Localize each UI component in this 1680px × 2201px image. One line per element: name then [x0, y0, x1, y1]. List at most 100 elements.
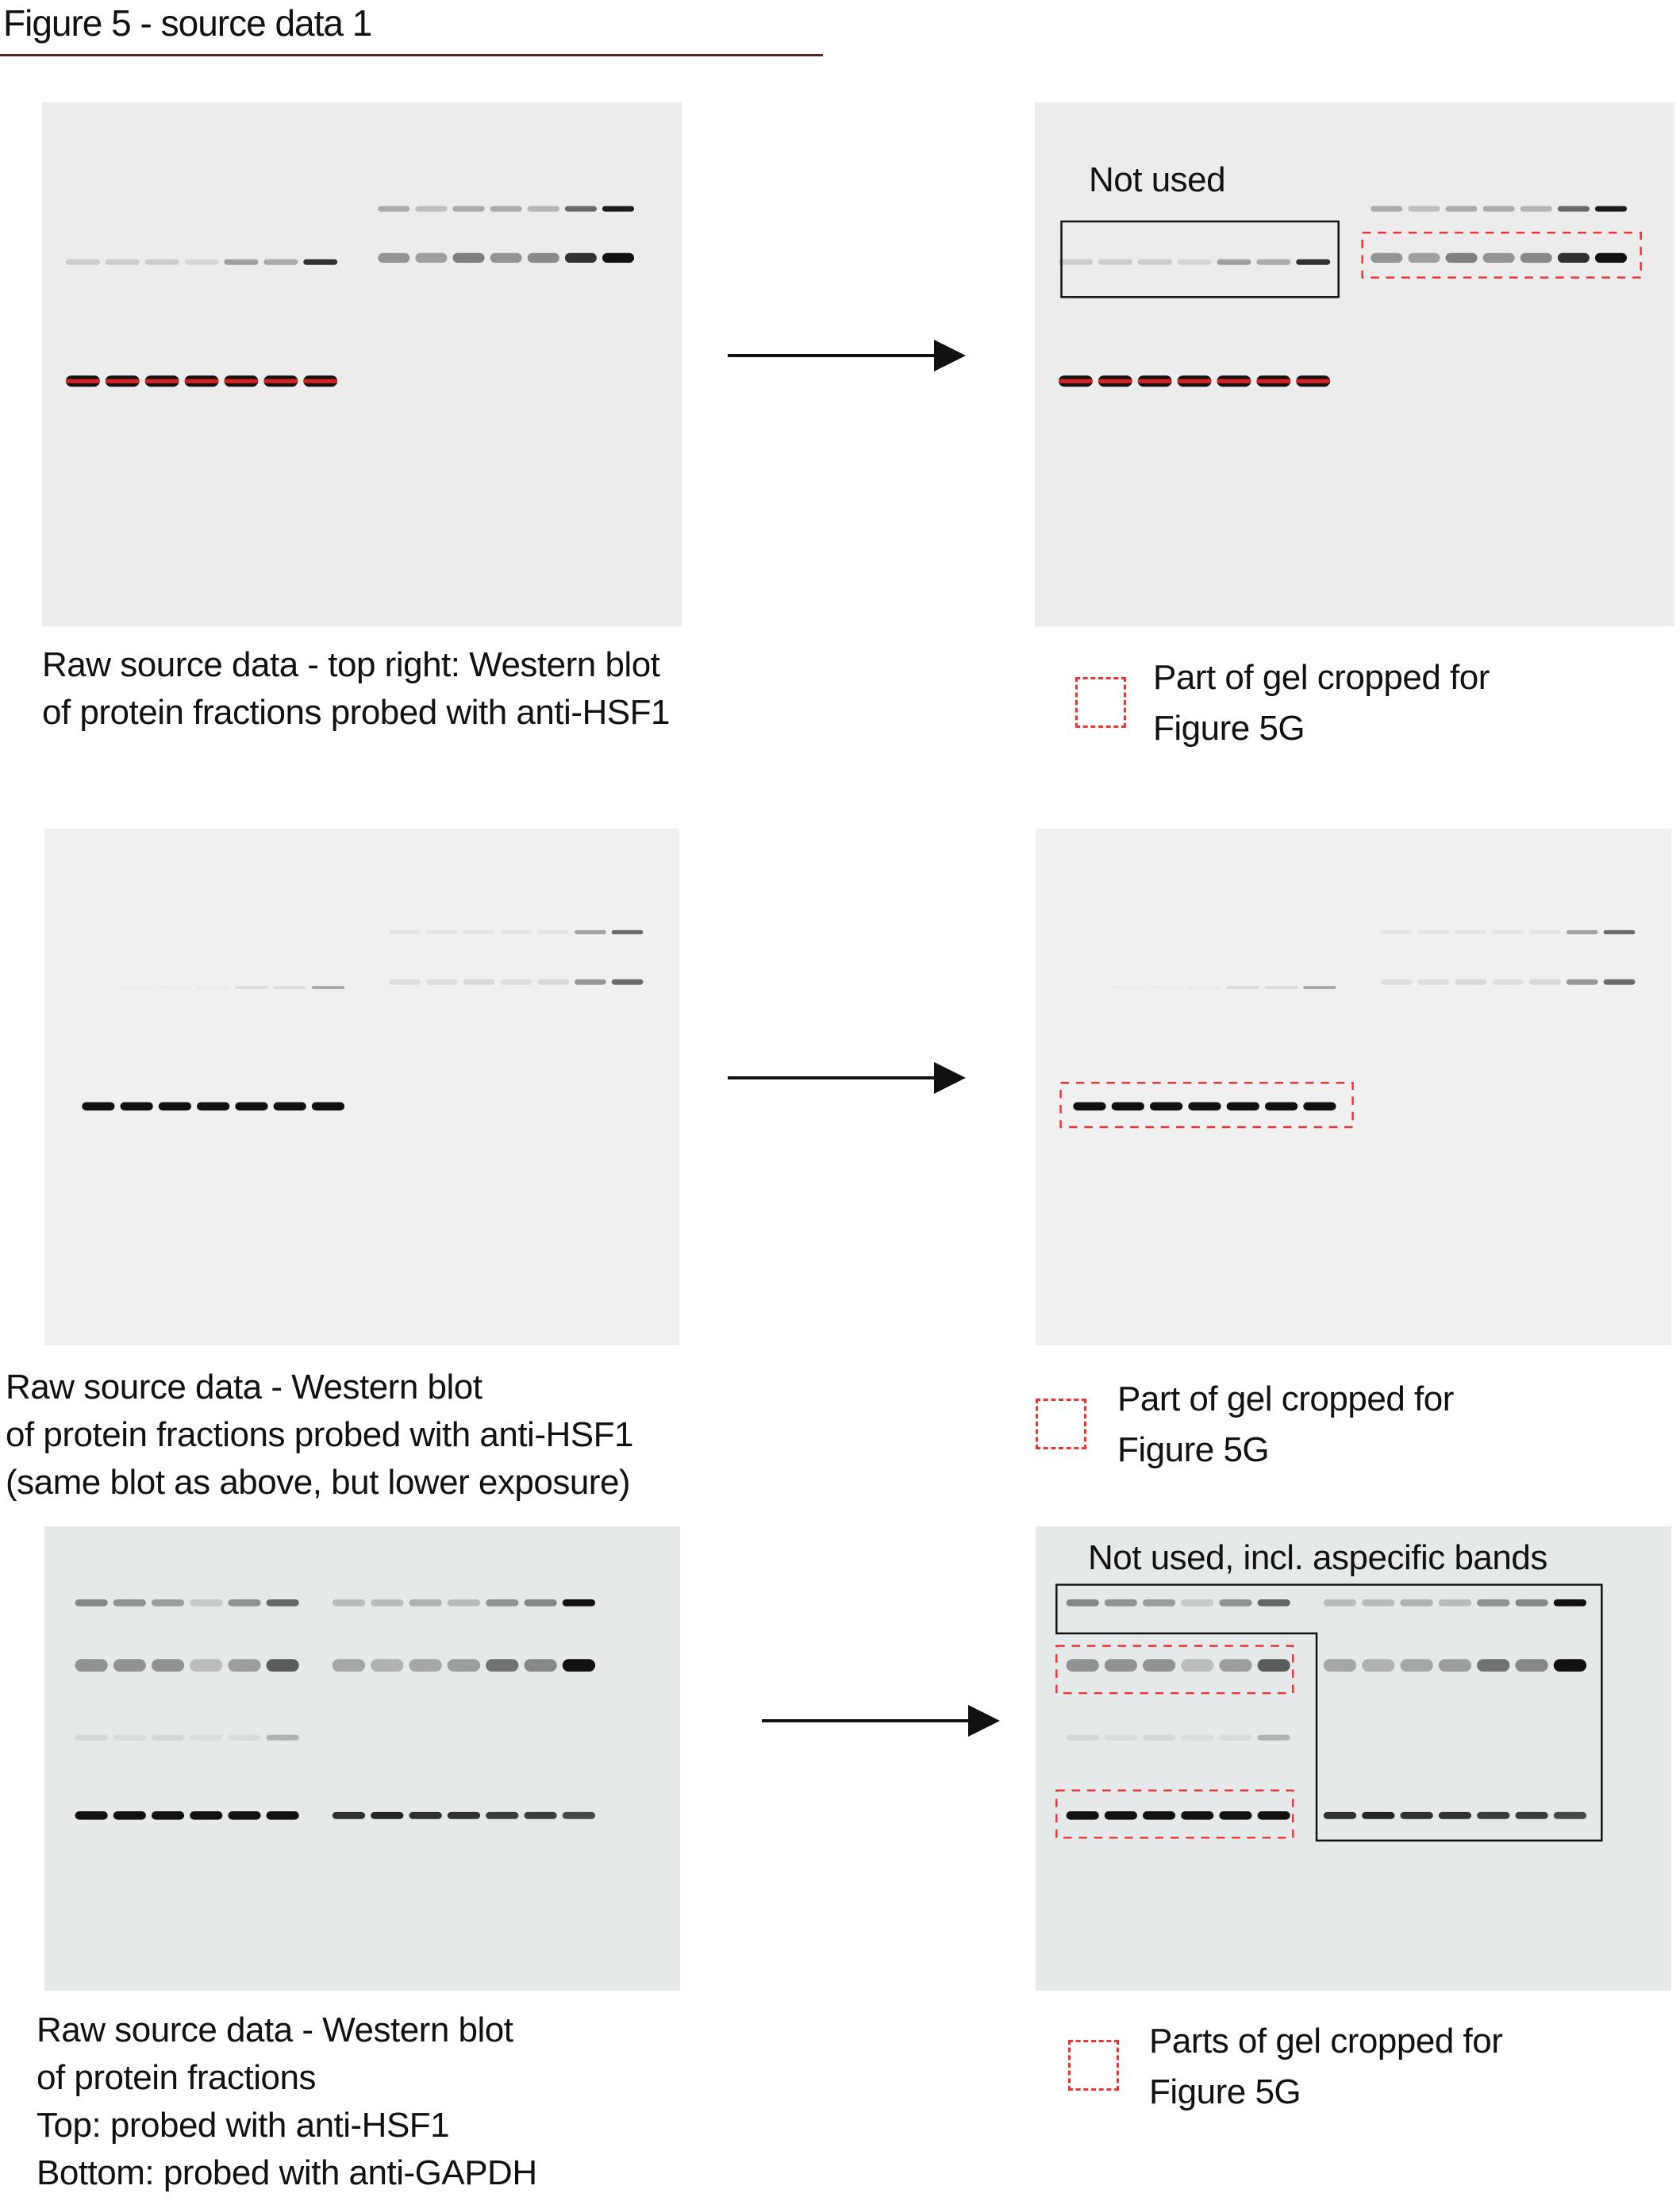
blot-band [389, 929, 421, 935]
blot-band [65, 259, 100, 265]
blot-band [562, 1599, 596, 1606]
blot-band [1296, 379, 1331, 383]
caption-line: Bottom: probed with anti-GAPDH [37, 2153, 537, 2192]
blot-band [1482, 252, 1515, 264]
caption-line: of protein fractions probed with anti-HS… [42, 693, 670, 732]
legend-line: Figure 5G [1149, 2072, 1301, 2111]
caption-line: Raw source data - top right: Western blo… [42, 645, 660, 684]
blot-band [409, 1599, 442, 1606]
raw-blot-3 [44, 1526, 680, 1991]
blot-band [266, 1811, 299, 1820]
blot-band [1362, 1599, 1395, 1606]
not-used-box [1055, 1583, 1603, 1842]
crop-legend-3: Parts of gel cropped for Figure 5G [1149, 2016, 1503, 2118]
blot-band [263, 259, 298, 265]
arrow-icon [762, 1705, 1000, 1737]
blot-band [562, 1659, 596, 1672]
blot-band [273, 986, 306, 989]
blot-band [562, 1811, 596, 1819]
blot-band [486, 1659, 519, 1672]
blot-band [409, 1811, 442, 1819]
blot-band [235, 1102, 268, 1111]
blot-band [1553, 1811, 1587, 1819]
blot-band [1553, 1659, 1587, 1672]
blot-band [1104, 1659, 1137, 1672]
blot-band [378, 206, 410, 212]
blot-band [1058, 379, 1093, 383]
blot-band [1137, 259, 1172, 265]
blot-band [1104, 1734, 1137, 1741]
blot-band [527, 252, 559, 264]
blot-band [1219, 1599, 1252, 1606]
blot-band [1073, 1102, 1106, 1111]
blot-band [1264, 1102, 1298, 1111]
blot-band [197, 1102, 230, 1111]
blot-band [151, 1811, 185, 1820]
blot-band [490, 206, 522, 212]
annotated-blot-2 [1036, 829, 1671, 1345]
blot-band [1066, 1599, 1099, 1606]
blot-band [1566, 979, 1598, 985]
blot-band [1362, 1811, 1395, 1819]
blot-band [266, 1599, 299, 1606]
crop-legend-swatch [1036, 1399, 1086, 1449]
figure-title: Figure 5 - source data 1 [3, 2, 372, 44]
blot-band [228, 1659, 261, 1672]
blot-band [75, 1734, 108, 1741]
blot-band [1150, 986, 1182, 988]
blot-band [184, 259, 219, 265]
blot-band [447, 1659, 481, 1672]
blot-band [75, 1811, 108, 1820]
blot-band [1181, 1659, 1214, 1672]
title-underline [0, 54, 823, 56]
blot-band [486, 1811, 519, 1819]
blot-band [1177, 259, 1212, 265]
blot-band [1257, 1599, 1290, 1606]
blot-band [121, 986, 153, 988]
blot-band [1217, 379, 1251, 383]
blot-band [500, 929, 532, 935]
blot-band [1219, 1811, 1252, 1820]
crop-box [1055, 1645, 1294, 1695]
blot-band [1142, 1599, 1176, 1606]
blot-band [105, 259, 140, 265]
blot-band [228, 1599, 261, 1606]
blot-band [159, 986, 191, 988]
blot-band [1417, 929, 1450, 935]
blot-band [1520, 252, 1552, 264]
crop-legend-swatch [1068, 2040, 1119, 2091]
blot-band [1137, 379, 1172, 383]
blot-band [574, 929, 606, 935]
caption-line: Raw source data - Western blot [37, 2011, 513, 2049]
blot-band [144, 379, 179, 383]
blot-band [1219, 1734, 1252, 1741]
blot-band [1219, 1659, 1252, 1672]
caption-line: Raw source data - Western blot [6, 1368, 482, 1406]
blot-band [500, 979, 532, 985]
blot-band [1603, 979, 1636, 985]
blot-band [564, 206, 597, 212]
blot-band [263, 379, 298, 383]
legend-line: Parts of gel cropped for [1149, 2022, 1503, 2061]
blot-band [574, 979, 606, 985]
annotated-blot-3: Not used, incl. aspecific bands [1036, 1526, 1671, 1991]
blot-band [1408, 252, 1440, 264]
blot-band [1177, 379, 1212, 383]
caption-line: Top: probed with anti-HSF1 [37, 2106, 450, 2145]
blot-band [1257, 1659, 1290, 1672]
blot-band [266, 1734, 299, 1741]
blot-band [228, 1811, 261, 1820]
blot-band [1371, 252, 1403, 264]
raw-caption-3: Raw source data - Western blot of protei… [37, 2007, 537, 2197]
blot-band [1058, 259, 1093, 265]
blot-band [1142, 1811, 1176, 1820]
blot-band [1515, 1659, 1548, 1672]
not-used-label: Not used, incl. aspecific bands [1088, 1538, 1547, 1577]
blot-band [311, 1102, 345, 1111]
blot-band [1438, 1811, 1472, 1819]
blot-band [490, 252, 522, 264]
blot-band [1226, 1102, 1259, 1111]
blot-band [409, 1659, 442, 1672]
blot-band [1445, 206, 1478, 212]
blot-band [1400, 1599, 1433, 1606]
